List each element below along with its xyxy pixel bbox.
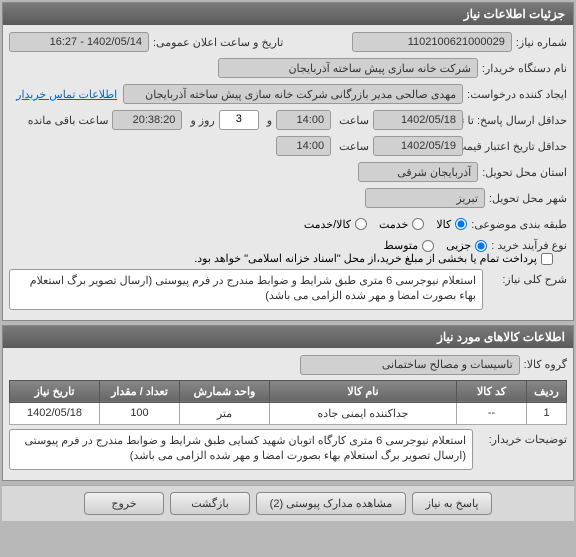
panel2-body: گروه کالا: تاسیسات و مصالح ساختمانی ردیف… xyxy=(3,348,573,480)
budget-opt2-label: خدمت xyxy=(379,218,408,231)
row-desc: شرح کلی نیاز: استعلام نیوجرسی 6 متری طبق… xyxy=(9,269,567,310)
buyer-desc-text: استعلام نیوجرسی 6 متری کارگاه اتوبان شهی… xyxy=(9,429,473,470)
attachments-button[interactable]: مشاهده مدارک پیوستی (2) xyxy=(256,492,406,515)
min-response-date: 1402/05/18 xyxy=(373,110,463,130)
days-label: روز و xyxy=(190,114,214,127)
process-label: نوع فرآیند خرید : xyxy=(491,239,567,252)
th-qty: تعداد / مقدار xyxy=(100,380,180,402)
row-min-response: حداقل ارسال پاسخ: تا تاریخ: 1402/05/18 س… xyxy=(9,109,567,131)
buyer-desc-label: توضیحات خریدار: xyxy=(477,429,567,446)
details-panel: جزئیات اطلاعات نیاز شماره نیاز: 11021006… xyxy=(2,2,574,321)
need-number-label: شماره نیاز: xyxy=(516,36,567,49)
table-header-row: ردیف کد کالا نام کالا واحد شمارش تعداد /… xyxy=(10,380,567,402)
countdown-value: 20:38:20 xyxy=(112,110,182,130)
process-opt2-group: متوسط xyxy=(384,239,435,252)
back-button[interactable]: بازگشت xyxy=(170,492,250,515)
td-date: 1402/05/18 xyxy=(10,402,100,424)
remaining-label: ساعت باقی مانده xyxy=(28,114,109,127)
province-label: استان محل تحویل: xyxy=(482,166,567,179)
th-code: کد کالا xyxy=(457,380,527,402)
price-validity-date: 1402/05/19 xyxy=(373,136,463,156)
row-need-number: شماره نیاز: 1102100621000029 تاریخ و ساع… xyxy=(9,31,567,53)
button-row: پاسخ به نیاز مشاهده مدارک پیوستی (2) باز… xyxy=(2,485,574,521)
td-code: -- xyxy=(457,402,527,424)
desc-text: استعلام نیوجرسی 6 متری طبق شرایط و ضوابط… xyxy=(9,269,483,310)
panel1-body: شماره نیاز: 1102100621000029 تاریخ و ساع… xyxy=(3,25,573,320)
desc-label: شرح کلی نیاز: xyxy=(487,269,567,286)
requester-value: مهدی صالحی مدیر بازرگانی شرکت خانه سازی … xyxy=(123,84,463,104)
process-radio-2[interactable] xyxy=(422,240,434,252)
td-qty: 100 xyxy=(100,402,180,424)
group-value: تاسیسات و مصالح ساختمانی xyxy=(300,355,520,375)
row-city: شهر محل تحویل: تبریز xyxy=(9,187,567,209)
time-label-2: ساعت xyxy=(339,140,369,153)
group-label: گروه کالا: xyxy=(524,358,567,371)
table-row: 1 -- جداکننده ایمنی جاده متر 100 1402/05… xyxy=(10,402,567,424)
panel1-header: جزئیات اطلاعات نیاز xyxy=(3,3,573,25)
row-process: نوع فرآیند خرید : جزیی متوسط پرداخت تمام… xyxy=(9,239,567,265)
th-date: تاریخ نیاز xyxy=(10,380,100,402)
city-value: تبریز xyxy=(365,188,485,208)
budget-radio-1[interactable] xyxy=(455,218,467,230)
row-buyer-desc: توضیحات خریدار: استعلام نیوجرسی 6 متری ک… xyxy=(9,429,567,470)
process-opt2-label: متوسط xyxy=(384,239,419,252)
time-label-1: ساعت xyxy=(339,114,369,127)
price-validity-time: 14:00 xyxy=(276,136,331,156)
th-name: نام کالا xyxy=(270,380,457,402)
requester-label: ایجاد کننده درخواست: xyxy=(467,88,567,101)
th-unit: واحد شمارش xyxy=(180,380,270,402)
budget-radio-3[interactable] xyxy=(355,218,367,230)
public-date-value: 1402/05/14 - 16:27 xyxy=(9,32,149,52)
process-note-label: پرداخت تمام یا بخشی از مبلغ خرید،از محل … xyxy=(194,252,537,265)
process-note-group: پرداخت تمام یا بخشی از مبلغ خرید،از محل … xyxy=(194,252,553,265)
budget-opt1-label: کالا xyxy=(436,218,451,231)
budget-opt3-group: کالا/خدمت xyxy=(304,218,367,231)
respond-button[interactable]: پاسخ به نیاز xyxy=(412,492,492,515)
need-number-value: 1102100621000029 xyxy=(352,32,512,52)
row-buyer-org: نام دستگاه خریدار: شرکت خانه سازی پیش سا… xyxy=(9,57,567,79)
budget-opt2-group: خدمت xyxy=(379,218,424,231)
process-opt1-group: جزیی xyxy=(446,239,487,252)
public-date-label: تاریخ و ساعت اعلان عمومی: xyxy=(153,36,283,49)
row-requester: ایجاد کننده درخواست: مهدی صالحی مدیر باز… xyxy=(9,83,567,105)
budget-radio-2[interactable] xyxy=(412,218,424,230)
days-value: 3 xyxy=(219,110,259,130)
price-validity-label: حداقل تاریخ اعتبار قیمت تا تاریخ: xyxy=(467,140,567,153)
row-province: استان محل تحویل: آذربایجان شرقی xyxy=(9,161,567,183)
buyer-org-value: شرکت خانه سازی پیش ساخته آذربایجان xyxy=(218,58,478,78)
process-radio-1[interactable] xyxy=(475,240,487,252)
province-value: آذربایجان شرقی xyxy=(358,162,478,182)
td-unit: متر xyxy=(180,402,270,424)
exit-button[interactable]: خروج xyxy=(84,492,164,515)
budget-label: طبقه بندی موضوعی: xyxy=(471,218,567,231)
td-row: 1 xyxy=(527,402,567,424)
td-name: جداکننده ایمنی جاده xyxy=(270,402,457,424)
items-panel: اطلاعات کالاهای مورد نیاز گروه کالا: تاس… xyxy=(2,325,574,481)
th-row: ردیف xyxy=(527,380,567,402)
row-budget: طبقه بندی موضوعی: کالا خدمت کالا/خدمت xyxy=(9,213,567,235)
city-label: شهر محل تحویل: xyxy=(489,192,567,205)
min-response-time: 14:00 xyxy=(276,110,331,130)
row-price-validity: حداقل تاریخ اعتبار قیمت تا تاریخ: 1402/0… xyxy=(9,135,567,157)
contact-link[interactable]: اطلاعات تماس خریدار xyxy=(16,88,117,101)
budget-opt1-group: کالا xyxy=(436,218,467,231)
items-table: ردیف کد کالا نام کالا واحد شمارش تعداد /… xyxy=(9,380,567,425)
min-response-label: حداقل ارسال پاسخ: تا تاریخ: xyxy=(467,114,567,127)
and-label: و xyxy=(267,114,272,127)
budget-opt3-label: کالا/خدمت xyxy=(304,218,351,231)
process-checkbox[interactable] xyxy=(541,253,553,265)
process-opt1-label: جزیی xyxy=(446,239,471,252)
panel2-header: اطلاعات کالاهای مورد نیاز xyxy=(3,326,573,348)
buyer-org-label: نام دستگاه خریدار: xyxy=(482,62,567,75)
row-group: گروه کالا: تاسیسات و مصالح ساختمانی xyxy=(9,354,567,376)
